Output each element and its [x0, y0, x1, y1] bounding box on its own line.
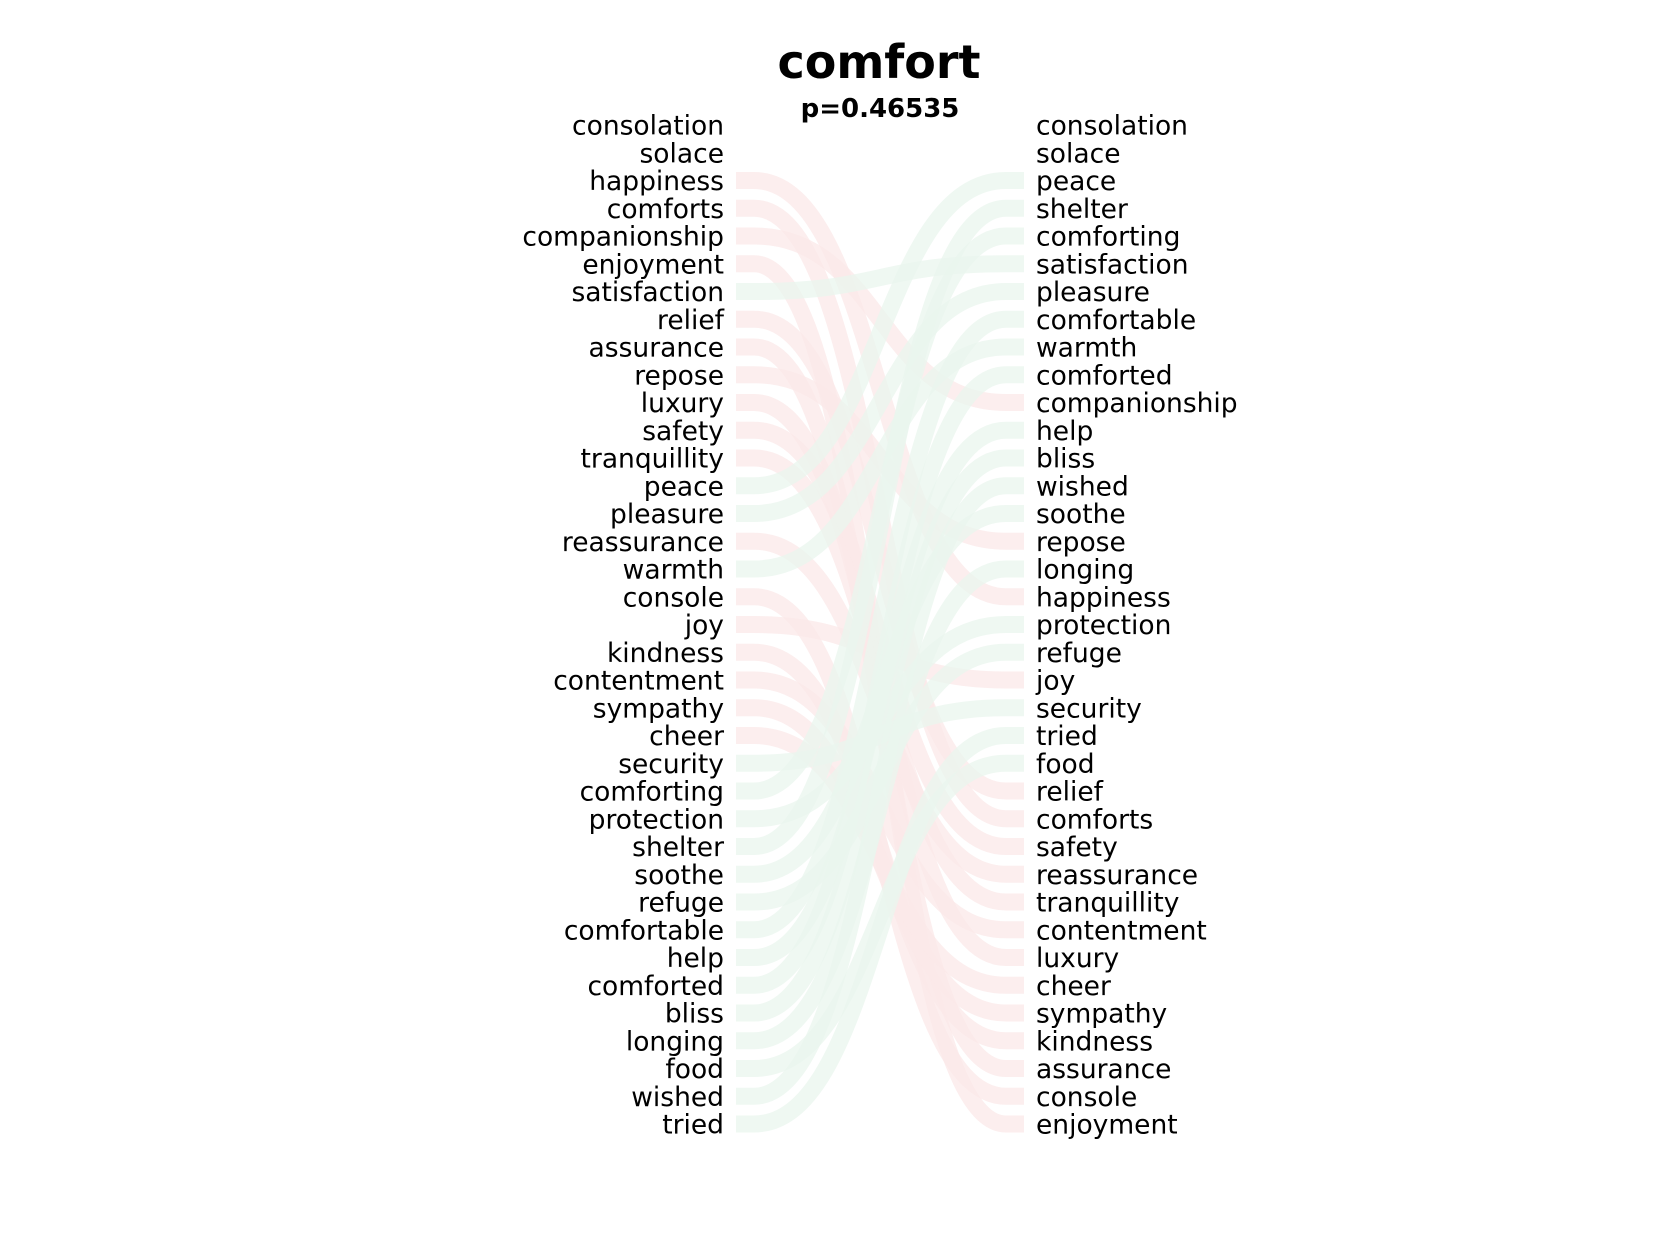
right-word-label: safety — [1036, 832, 1118, 863]
right-word-label: food — [1036, 749, 1095, 780]
left-word-label: joy — [684, 610, 724, 641]
left-word-label: consolation — [572, 111, 724, 142]
left-word-label: peace — [644, 471, 724, 502]
left-word-label: bliss — [665, 999, 724, 1030]
right-word-label: warmth — [1036, 333, 1137, 364]
right-word-label: joy — [1035, 666, 1075, 697]
left-word-label: solace — [640, 138, 725, 169]
right-word-label: satisfaction — [1036, 249, 1189, 280]
rank-link-comfortable — [736, 310, 1024, 939]
chart-title: comfort — [777, 35, 980, 89]
right-word-label: pleasure — [1036, 277, 1150, 308]
right-word-label: comforts — [1036, 804, 1153, 835]
right-word-label: shelter — [1036, 194, 1128, 225]
rank-link-tried — [736, 727, 1024, 1133]
right-word-label: relief — [1036, 777, 1104, 808]
left-word-label: shelter — [632, 832, 724, 863]
right-word-label: repose — [1036, 527, 1126, 558]
left-word-label: contentment — [553, 666, 724, 697]
right-word-label: happiness — [1036, 582, 1171, 613]
rank-link-shelter — [736, 199, 1024, 855]
rank-link-peace — [736, 172, 1024, 495]
right-word-label: assurance — [1036, 1054, 1171, 1085]
right-word-label: wished — [1036, 471, 1129, 502]
right-word-label: reassurance — [1036, 860, 1198, 891]
left-word-label: kindness — [607, 638, 724, 669]
right-word-label: comfortable — [1036, 305, 1196, 336]
left-word-label: tried — [662, 1110, 724, 1141]
left-word-label: cheer — [649, 721, 724, 752]
left-word-label: comforting — [580, 777, 724, 808]
rank-link-cheer — [736, 727, 1024, 994]
right-word-label: enjoyment — [1036, 1110, 1178, 1141]
rank-link-comforted — [736, 366, 1024, 994]
right-word-label: cheer — [1036, 971, 1111, 1002]
left-word-label: luxury — [641, 388, 724, 419]
right-word-label: peace — [1036, 166, 1116, 197]
right-word-label: companionship — [1036, 388, 1238, 419]
left-word-label: satisfaction — [571, 277, 724, 308]
right-word-list: consolationsolacepeacesheltercomfortings… — [1035, 111, 1238, 1141]
chart-subtitle: p=0.46535 — [801, 94, 960, 124]
right-word-label: longing — [1036, 555, 1134, 586]
right-word-label: comforting — [1036, 222, 1180, 253]
left-word-label: food — [665, 1054, 724, 1085]
left-word-label: warmth — [623, 555, 724, 586]
right-word-label: solace — [1036, 138, 1121, 169]
left-word-label: wished — [631, 1082, 724, 1113]
left-word-label: comforted — [587, 971, 724, 1002]
right-word-label: refuge — [1036, 638, 1122, 669]
left-word-label: comforts — [607, 194, 724, 225]
right-word-label: protection — [1036, 610, 1171, 641]
left-word-label: safety — [642, 416, 724, 447]
left-word-label: relief — [657, 305, 725, 336]
left-word-label: pleasure — [610, 499, 724, 530]
left-word-label: repose — [634, 360, 724, 391]
rank-link-warmth — [736, 338, 1024, 578]
right-word-label: tried — [1036, 721, 1098, 752]
right-word-label: contentment — [1036, 915, 1207, 946]
left-word-label: assurance — [589, 333, 724, 364]
rank-link-layer — [736, 172, 1024, 1133]
left-word-label: tranquillity — [581, 444, 724, 475]
right-word-label: sympathy — [1036, 999, 1167, 1030]
rank-link-pleasure — [736, 283, 1024, 522]
left-word-label: soothe — [634, 860, 724, 891]
right-word-label: comforted — [1036, 360, 1173, 391]
left-word-label: security — [618, 749, 724, 780]
rank-link-satisfaction — [736, 255, 1024, 300]
left-word-label: companionship — [522, 222, 724, 253]
left-word-label: happiness — [589, 166, 724, 197]
left-word-label: sympathy — [593, 693, 724, 724]
left-word-label: refuge — [638, 888, 724, 919]
left-word-label: comfortable — [564, 915, 724, 946]
right-word-label: luxury — [1036, 943, 1119, 974]
left-word-label: longing — [626, 1026, 724, 1057]
left-word-label: console — [623, 582, 724, 613]
right-word-label: help — [1036, 416, 1093, 447]
right-word-label: kindness — [1036, 1026, 1153, 1057]
right-word-label: tranquillity — [1036, 888, 1179, 919]
right-word-label: bliss — [1036, 444, 1095, 475]
right-word-label: console — [1036, 1082, 1137, 1113]
right-word-label: security — [1036, 693, 1142, 724]
left-word-label: enjoyment — [582, 249, 724, 280]
rank-link-wished — [736, 477, 1024, 1105]
left-word-label: help — [667, 943, 724, 974]
right-word-label: consolation — [1036, 111, 1188, 142]
left-word-list: consolationsolacehappinesscomfortscompan… — [522, 111, 724, 1141]
left-word-label: protection — [589, 804, 724, 835]
left-word-label: reassurance — [562, 527, 724, 558]
right-word-label: soothe — [1036, 499, 1126, 530]
rank-link-bliss — [736, 449, 1024, 1022]
